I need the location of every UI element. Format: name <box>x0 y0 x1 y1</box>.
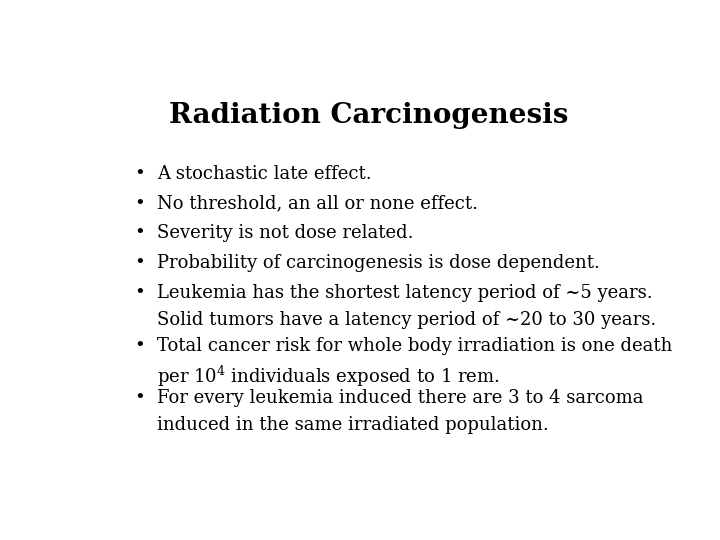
Text: •: • <box>135 165 145 183</box>
Text: No threshold, an all or none effect.: No threshold, an all or none effect. <box>157 194 478 213</box>
Text: Radiation Carcinogenesis: Radiation Carcinogenesis <box>169 102 569 129</box>
Text: •: • <box>135 389 145 407</box>
Text: A stochastic late effect.: A stochastic late effect. <box>157 165 372 183</box>
Text: •: • <box>135 337 145 355</box>
Text: Leukemia has the shortest latency period of ~5 years.: Leukemia has the shortest latency period… <box>157 285 652 302</box>
Text: Probability of carcinogenesis is dose dependent.: Probability of carcinogenesis is dose de… <box>157 254 600 272</box>
Text: induced in the same irradiated population.: induced in the same irradiated populatio… <box>157 416 549 434</box>
Text: Severity is not dose related.: Severity is not dose related. <box>157 225 413 242</box>
Text: For every leukemia induced there are 3 to 4 sarcoma: For every leukemia induced there are 3 t… <box>157 389 644 407</box>
Text: Solid tumors have a latency period of ~20 to 30 years.: Solid tumors have a latency period of ~2… <box>157 312 656 329</box>
Text: Total cancer risk for whole body irradiation is one death: Total cancer risk for whole body irradia… <box>157 337 672 355</box>
Text: •: • <box>135 254 145 272</box>
Text: •: • <box>135 194 145 213</box>
Text: per $\mathregular{10}$$^{\mathregular{4}}$ individuals exposed to 1 rem.: per $\mathregular{10}$$^{\mathregular{4}… <box>157 364 500 389</box>
Text: •: • <box>135 225 145 242</box>
Text: •: • <box>135 285 145 302</box>
